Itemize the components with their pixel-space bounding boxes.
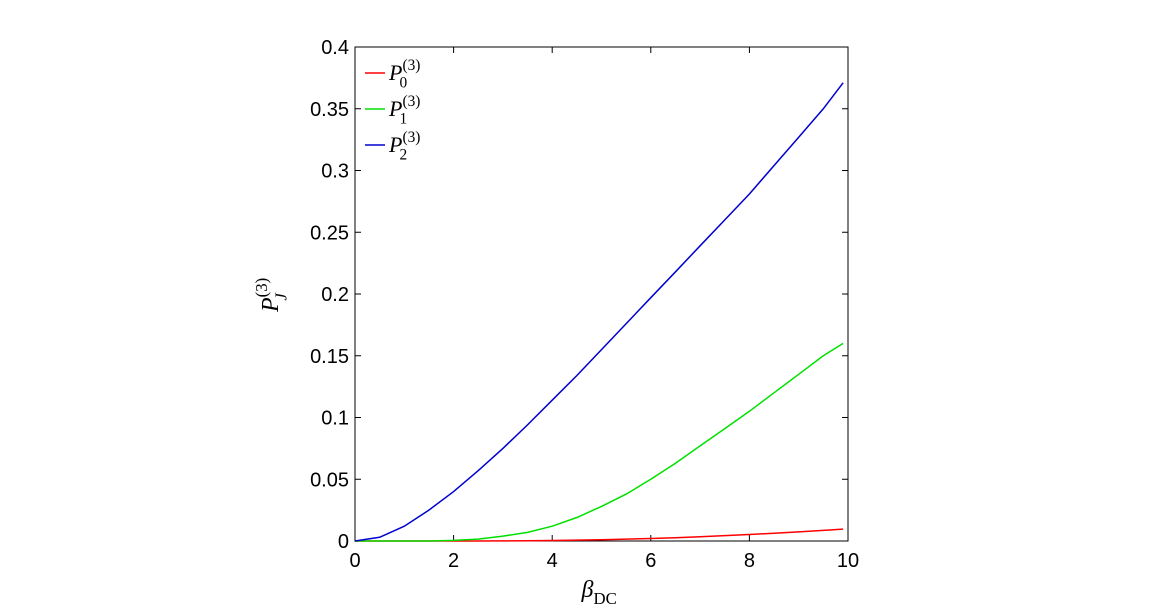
series-line: [354, 82, 844, 542]
y-tick-label: 0: [338, 531, 349, 553]
legend-label: P(3) 2: [388, 129, 420, 164]
y-tick-label: 0.2: [321, 284, 349, 306]
y-tick-label: 0.4: [321, 37, 349, 59]
y-tick-label: 0.35: [310, 99, 349, 121]
plot-area: [354, 46, 849, 542]
y-tick-label: 0.05: [310, 469, 349, 491]
legend-label: P(3) 1: [388, 93, 420, 128]
legend-label: P(3) 0: [388, 57, 420, 92]
series-line: [355, 342, 844, 542]
y-tick-label: 0.1: [321, 408, 349, 430]
y-tick-label: 0.15: [310, 346, 349, 368]
x-tick-label: 6: [645, 550, 656, 572]
x-tick-label: 8: [744, 550, 755, 572]
x-tick-label: 10: [837, 550, 859, 572]
x-axis-label: βDC: [581, 577, 617, 608]
x-tick-label: 2: [448, 550, 459, 572]
y-tick-label: 0.25: [310, 222, 349, 244]
x-tick-label: 4: [547, 550, 558, 572]
x-tick-label: 0: [349, 550, 360, 572]
y-tick-label: 0.3: [321, 161, 349, 183]
y-axis-label: P(3)J: [252, 278, 290, 313]
